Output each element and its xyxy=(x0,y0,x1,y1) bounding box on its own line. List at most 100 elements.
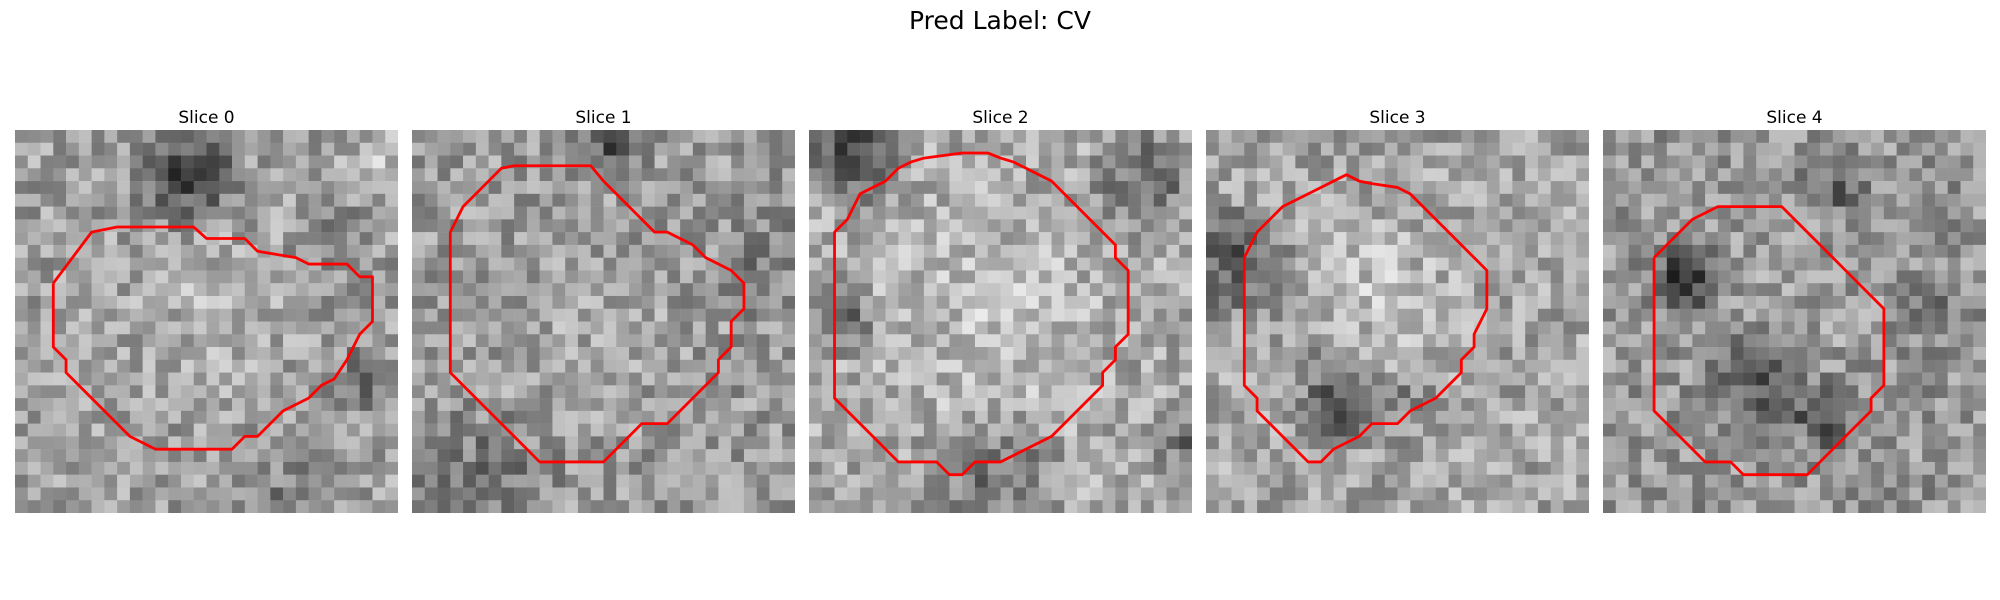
pixel xyxy=(1179,500,1192,513)
pixel xyxy=(1525,474,1539,488)
pixel xyxy=(1064,334,1078,348)
pixel xyxy=(1153,449,1167,463)
pixel xyxy=(66,398,80,412)
pixel xyxy=(552,283,566,297)
pixel xyxy=(1973,206,1986,220)
pixel xyxy=(1679,359,1693,373)
pixel xyxy=(1359,410,1373,424)
pixel xyxy=(1705,423,1719,437)
pixel xyxy=(1909,359,1923,373)
pixel xyxy=(1563,206,1577,220)
pixel xyxy=(616,423,630,437)
pixel xyxy=(129,130,143,144)
pixel xyxy=(565,347,579,361)
pixel xyxy=(552,142,566,156)
pixel xyxy=(1883,219,1897,233)
pixel xyxy=(1153,244,1167,258)
pixel xyxy=(1692,372,1706,386)
pixel xyxy=(1166,168,1180,182)
pixel xyxy=(1461,295,1475,309)
pixel xyxy=(1705,130,1719,144)
pixel xyxy=(1397,257,1411,271)
pixel xyxy=(321,347,335,361)
pixel xyxy=(1871,219,1885,233)
pixel xyxy=(1026,423,1040,437)
pixel xyxy=(91,372,105,386)
pixel xyxy=(1115,219,1129,233)
pixel xyxy=(1871,461,1885,475)
pixel xyxy=(40,410,54,424)
pixel xyxy=(1525,410,1539,424)
pixel xyxy=(1947,270,1961,284)
pixel xyxy=(1423,193,1437,207)
pixel xyxy=(232,206,246,220)
pixel xyxy=(821,474,835,488)
pixel xyxy=(847,232,861,246)
pixel xyxy=(412,130,426,144)
pixel xyxy=(1179,257,1192,271)
pixel xyxy=(1845,244,1859,258)
pixel xyxy=(1845,359,1859,373)
pixel xyxy=(526,385,540,399)
pixel xyxy=(1218,244,1232,258)
pixel xyxy=(1423,244,1437,258)
pixel xyxy=(526,270,540,284)
pixel xyxy=(1730,244,1744,258)
pixel xyxy=(1743,359,1757,373)
pixel xyxy=(270,359,284,373)
pixel xyxy=(1102,423,1116,437)
pixel xyxy=(1756,155,1770,169)
pixel xyxy=(1641,385,1655,399)
pixel xyxy=(911,474,925,488)
pixel xyxy=(1435,270,1449,284)
pixel xyxy=(1000,410,1014,424)
pixel xyxy=(552,232,566,246)
pixel xyxy=(962,181,976,195)
pixel xyxy=(1359,347,1373,361)
pixel xyxy=(1563,398,1577,412)
pixel xyxy=(1922,283,1936,297)
pixel xyxy=(1486,334,1500,348)
pixel xyxy=(1153,359,1167,373)
pixel xyxy=(1423,449,1437,463)
pixel xyxy=(1947,449,1961,463)
pixel xyxy=(756,244,770,258)
pixel xyxy=(321,321,335,335)
pixel xyxy=(1603,155,1617,169)
pixel xyxy=(911,168,925,182)
pixel xyxy=(180,347,194,361)
pixel xyxy=(1512,500,1526,513)
pixel xyxy=(809,193,823,207)
pixel xyxy=(193,461,207,475)
pixel xyxy=(206,168,220,182)
pixel xyxy=(603,270,617,284)
pixel xyxy=(718,283,732,297)
pixel xyxy=(193,193,207,207)
pixel xyxy=(782,334,795,348)
pixel xyxy=(987,372,1001,386)
pixel xyxy=(539,436,553,450)
pixel xyxy=(168,461,182,475)
pixel xyxy=(565,474,579,488)
pixel xyxy=(437,155,451,169)
pixel xyxy=(1563,295,1577,309)
pixel xyxy=(321,270,335,284)
pixel xyxy=(295,283,309,297)
pixel xyxy=(1781,321,1795,335)
pixel xyxy=(1013,359,1027,373)
pixel xyxy=(463,308,477,322)
pixel xyxy=(1654,347,1668,361)
pixel xyxy=(514,347,528,361)
pixel xyxy=(962,500,976,513)
pixel xyxy=(936,232,950,246)
pixel xyxy=(283,347,297,361)
pixel xyxy=(756,474,770,488)
pixel xyxy=(1320,372,1334,386)
pixel xyxy=(847,436,861,450)
pixel xyxy=(1206,385,1220,399)
pixel xyxy=(743,347,757,361)
pixel xyxy=(321,461,335,475)
pixel xyxy=(142,193,156,207)
pixel xyxy=(1384,385,1398,399)
pixel xyxy=(424,295,438,309)
